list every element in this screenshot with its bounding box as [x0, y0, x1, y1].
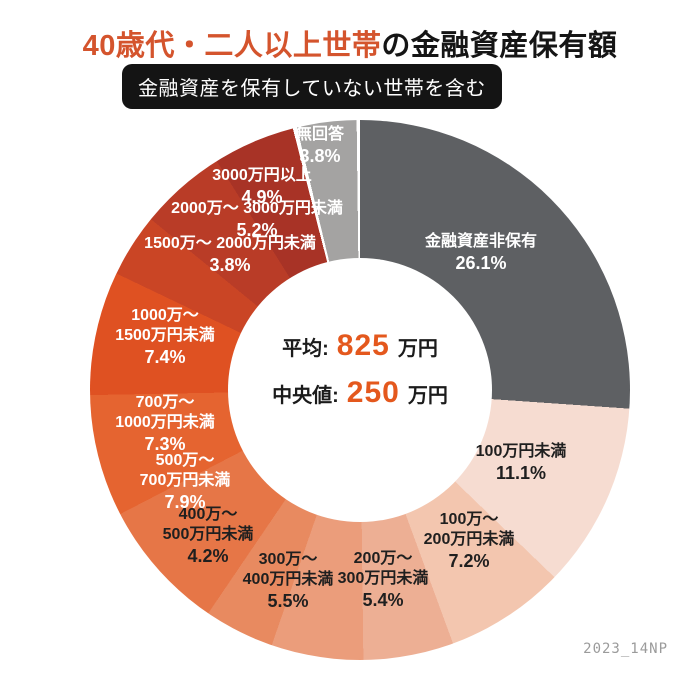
average-label: 平均:	[282, 337, 329, 360]
page-title-rest: の金融資産保有額	[381, 30, 618, 62]
donut-hole	[228, 258, 492, 522]
average-unit: 万円	[397, 337, 438, 360]
average-value: 825	[336, 328, 390, 362]
subtitle-badge: 金融資産を保有していない世帯を含む	[122, 64, 502, 109]
median-unit: 万円	[407, 384, 448, 407]
center-stats: 平均: 825 万円 中央値: 250 万円	[228, 258, 492, 522]
watermark-id: 2023_14NP	[583, 641, 668, 657]
page-title-highlight: 40歳代・二人以上世帯	[82, 30, 382, 62]
page-title: 40歳代・二人以上世帯の金融資産保有額	[0, 22, 700, 64]
median-stat: 中央値: 250 万円	[272, 376, 448, 410]
median-label: 中央値:	[272, 384, 339, 407]
median-value: 250	[346, 375, 400, 409]
average-stat: 平均: 825 万円	[282, 329, 438, 363]
